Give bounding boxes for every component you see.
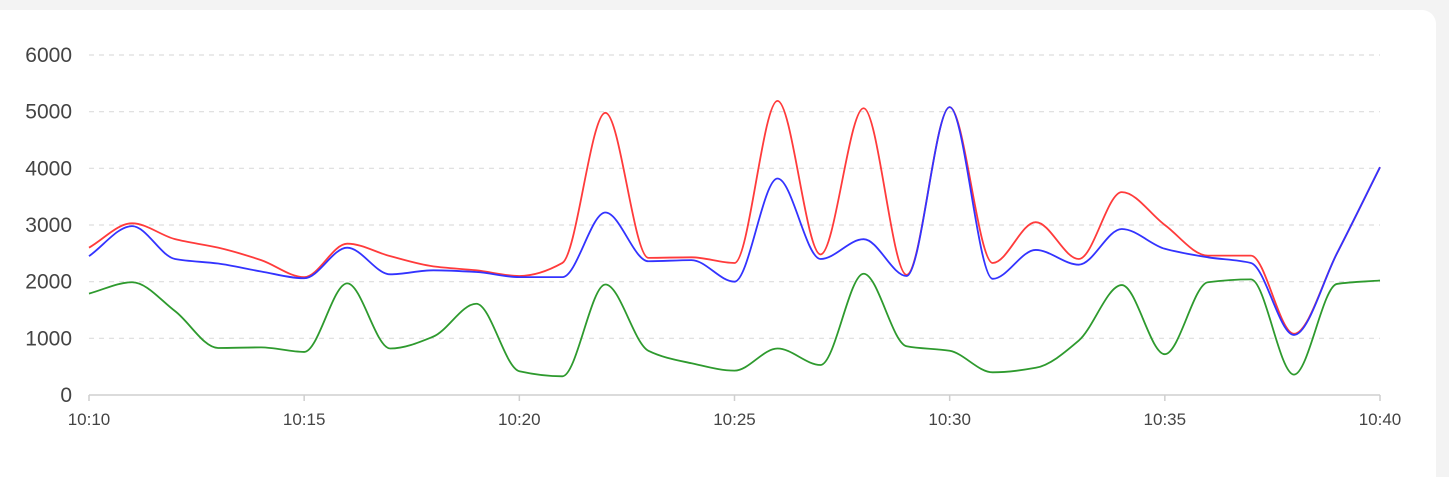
y-tick-label: 0 bbox=[60, 384, 72, 407]
y-tick-label: 2000 bbox=[25, 271, 72, 294]
y-tick-label: 1000 bbox=[25, 327, 72, 350]
x-tick-label: 10:40 bbox=[1359, 410, 1402, 429]
series-line-3 bbox=[88, 272, 1381, 378]
line-chart: 0 1000 2000 3000 4000 5000 6000 10:10 10:15 10:20… bbox=[25, 44, 1402, 429]
y-tick-label: 5000 bbox=[25, 101, 72, 124]
y-tick-label: 3000 bbox=[25, 214, 72, 237]
series-line-1 bbox=[88, 100, 1381, 335]
x-tick-label: 10:25 bbox=[713, 410, 756, 429]
x-tick-label: 10:30 bbox=[928, 410, 971, 429]
chart-card: 0 1000 2000 3000 4000 5000 6000 10:10 10:15 10:20… bbox=[0, 10, 1436, 477]
x-tick-label: 10:15 bbox=[283, 410, 326, 429]
x-tick-label: 10:35 bbox=[1144, 410, 1187, 429]
y-tick-label: 6000 bbox=[25, 44, 72, 67]
x-tick-label: 10:10 bbox=[68, 410, 111, 429]
x-tick-label: 10:20 bbox=[498, 410, 541, 429]
series-line-2 bbox=[88, 106, 1381, 336]
y-tick-label: 4000 bbox=[25, 157, 72, 180]
top-strip bbox=[0, 0, 1449, 10]
